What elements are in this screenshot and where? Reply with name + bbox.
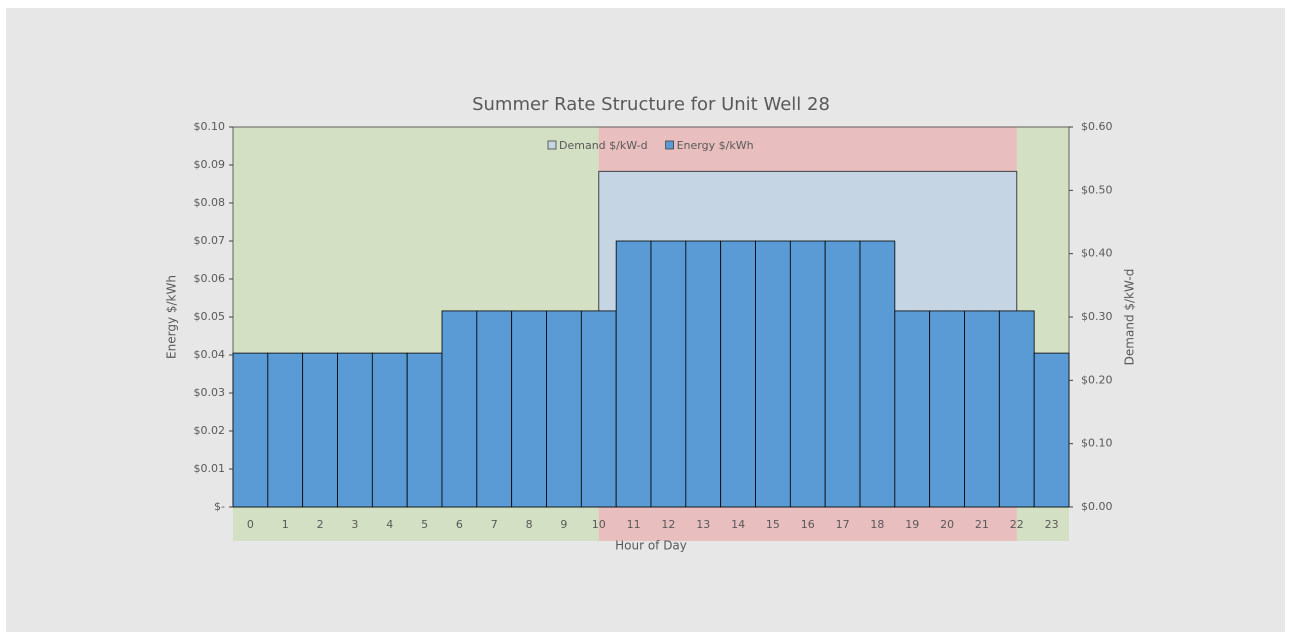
bar <box>755 240 791 508</box>
x-tick-label: 6 <box>456 518 463 531</box>
bar <box>929 310 965 508</box>
bar <box>441 310 478 508</box>
legend-label: Energy $/kWh <box>677 139 754 152</box>
bar <box>371 352 408 508</box>
x-tick-label: 15 <box>766 518 780 531</box>
x-tick-label: 12 <box>661 518 675 531</box>
y-tick-label: $0.03 <box>194 386 226 399</box>
x-tick-label: 8 <box>526 518 533 531</box>
bar <box>824 240 861 508</box>
y-tick-label: $0.02 <box>194 424 226 437</box>
legend-swatch <box>547 140 557 150</box>
chart-title: Summer Rate Structure for Unit Well 28 <box>472 94 830 115</box>
x-tick-label: 5 <box>421 518 428 531</box>
x-tick-label: 14 <box>731 518 745 531</box>
y2-tick-label: $0.30 <box>1081 310 1113 323</box>
bar <box>859 240 896 508</box>
x-tick-label: 2 <box>317 518 324 531</box>
y-tick-label: $0.07 <box>194 234 226 247</box>
bar <box>476 310 513 508</box>
x-tick-label: 22 <box>1010 518 1024 531</box>
x-tick-label: 1 <box>282 518 289 531</box>
bar <box>650 240 687 508</box>
y-tick-label: $- <box>214 500 225 513</box>
y-tick-label: $0.05 <box>194 310 226 323</box>
y2-tick-label: $0.40 <box>1081 247 1113 260</box>
bar <box>998 310 1035 508</box>
y2-tick-label: $0.00 <box>1081 500 1113 513</box>
x-tick-label: 11 <box>627 518 641 531</box>
x-tick-label: 16 <box>801 518 815 531</box>
bar <box>789 240 826 508</box>
bar <box>232 352 269 508</box>
y-tick-label: $0.04 <box>194 348 226 361</box>
bar <box>406 352 443 508</box>
legend-label: Demand $/kW-d <box>559 139 648 152</box>
bar <box>337 352 373 508</box>
bar <box>546 310 582 508</box>
x-tick-label: 17 <box>836 518 850 531</box>
x-axis-title: Hour of Day <box>615 539 687 553</box>
y-tick-label: $0.10 <box>194 120 226 133</box>
bar <box>964 310 1000 508</box>
y2-axis-title: Demand $/kW-d <box>1123 269 1137 366</box>
y-tick-label: $0.06 <box>194 272 226 285</box>
y-tick-label: $0.09 <box>194 158 226 171</box>
y2-tick-label: $0.20 <box>1081 373 1113 386</box>
bar <box>685 240 722 508</box>
x-tick-label: 10 <box>592 518 606 531</box>
y2-tick-label: $0.10 <box>1081 437 1113 450</box>
bar <box>511 310 547 508</box>
x-tick-label: 3 <box>351 518 358 531</box>
y-tick-label: $0.01 <box>194 462 226 475</box>
x-tick-label: 18 <box>870 518 884 531</box>
bar <box>302 352 338 508</box>
x-tick-label: 20 <box>940 518 954 531</box>
x-tick-label: 4 <box>386 518 393 531</box>
bar <box>615 240 652 508</box>
y2-tick-label: $0.60 <box>1081 120 1113 133</box>
x-tick-label: 7 <box>491 518 498 531</box>
x-tick-label: 19 <box>905 518 919 531</box>
legend-swatch <box>665 140 675 150</box>
y2-tick-label: $0.50 <box>1081 183 1113 196</box>
x-tick-label: 13 <box>696 518 710 531</box>
y-axis-title: Energy $/kWh <box>165 275 179 359</box>
x-tick-label: 21 <box>975 518 989 531</box>
bar <box>894 310 931 508</box>
y-tick-label: $0.08 <box>194 196 226 209</box>
bar <box>1033 352 1070 508</box>
x-tick-label: 23 <box>1045 518 1059 531</box>
x-tick-label: 9 <box>560 518 567 531</box>
bar <box>267 352 304 508</box>
x-tick-label: 0 <box>247 518 254 531</box>
bar <box>720 240 756 508</box>
bar <box>580 310 617 508</box>
